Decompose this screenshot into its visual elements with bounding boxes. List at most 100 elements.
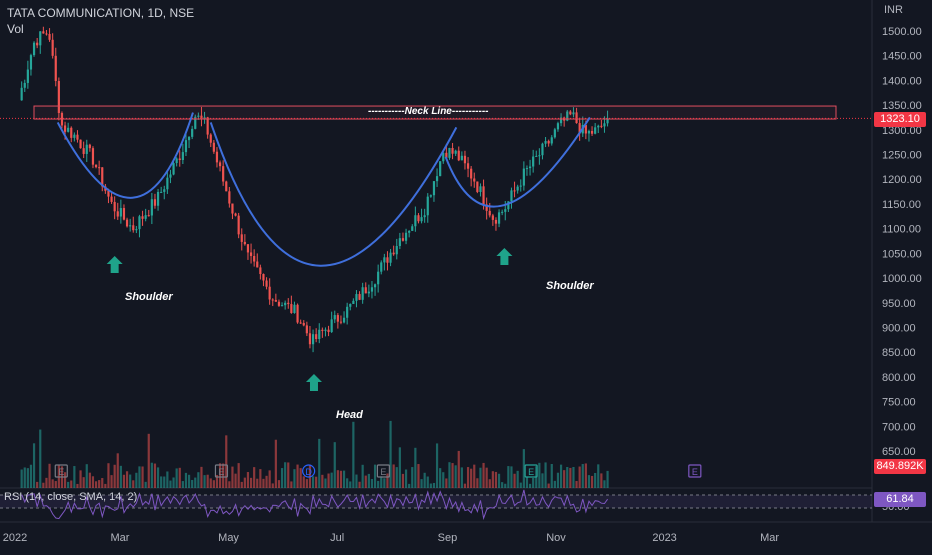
candle-body	[606, 118, 609, 124]
time-tick-label: Nov	[546, 532, 566, 544]
earnings-marker	[214, 464, 229, 478]
candle-body	[401, 238, 405, 241]
candle-body	[370, 287, 374, 292]
volume-bar	[491, 471, 494, 488]
candle-body	[296, 304, 299, 323]
event-marker-letter: E	[692, 467, 698, 477]
volume-bar	[327, 473, 330, 488]
candle-body	[51, 39, 54, 56]
price-tick-label: 1450.00	[882, 51, 922, 63]
rsi-line	[21, 489, 609, 521]
volume-bar	[132, 480, 135, 488]
candle-body	[181, 152, 184, 160]
candle-body	[172, 163, 175, 175]
candle-body	[23, 82, 26, 88]
price-tick-label: 650.00	[882, 446, 916, 458]
volume-bar	[94, 481, 98, 488]
chart-title: TATA COMMUNICATION, 1D, NSE	[7, 6, 195, 20]
candle-body	[528, 166, 532, 169]
volume-bar	[572, 466, 575, 488]
candle-body	[144, 215, 147, 219]
volume-bar	[426, 476, 429, 488]
candle-body	[445, 152, 448, 158]
price-tick-label: 900.00	[882, 322, 916, 334]
candle-body	[280, 305, 284, 307]
candle-body	[566, 111, 569, 121]
candle-body	[572, 112, 575, 115]
volume-bar	[39, 429, 42, 488]
candle-body	[358, 294, 361, 300]
volume-bar	[504, 483, 507, 488]
neck-line-label: -----------Neck Line-----------	[368, 106, 489, 117]
volume-bar	[265, 475, 268, 488]
volume-bar	[290, 481, 293, 488]
candle-body	[54, 55, 57, 82]
time-tick-label: 2023	[652, 532, 676, 544]
volume-bar	[547, 483, 550, 488]
volume-bar	[45, 477, 48, 488]
candle-body	[271, 299, 274, 301]
candle-body	[150, 199, 153, 216]
volume-bar	[494, 471, 498, 488]
volume-bar	[311, 476, 315, 488]
candle-body	[101, 167, 104, 187]
candle-body	[116, 211, 119, 217]
candle-body	[160, 191, 163, 193]
candle-body	[175, 158, 178, 164]
candle-body	[476, 181, 479, 192]
volume-bar	[513, 473, 516, 488]
candle-body	[147, 215, 150, 217]
candle-body	[234, 213, 237, 216]
candle-body	[519, 185, 522, 187]
earnings-marker	[688, 464, 702, 478]
volume-bar	[76, 483, 79, 488]
volume-bar	[299, 468, 302, 488]
candle-body	[532, 156, 535, 167]
volume-bar	[249, 477, 253, 488]
volume-bar	[91, 476, 95, 488]
dividend-marker	[302, 464, 316, 478]
candle-body	[442, 152, 445, 162]
volume-bar	[144, 481, 147, 488]
candle-body	[39, 31, 42, 46]
volume-bar	[342, 470, 346, 488]
candle-body	[513, 190, 516, 192]
volume-bar	[566, 466, 569, 488]
candle-body	[575, 112, 578, 124]
candle-body	[26, 69, 29, 83]
neck-line-box	[33, 105, 837, 120]
price-tick-label: 1150.00	[882, 199, 921, 211]
time-tick-label: 2022	[3, 532, 27, 544]
volume-bar	[48, 463, 51, 488]
candle-body	[470, 168, 473, 179]
volume-bar	[432, 482, 436, 488]
volume-bar	[392, 464, 395, 488]
currency-label: INR	[884, 4, 903, 16]
candle-body	[448, 147, 451, 158]
volume-bar	[445, 478, 448, 488]
candle-body	[293, 304, 296, 314]
volume-bar	[386, 473, 389, 488]
volume-bar	[191, 479, 194, 488]
volume-bar	[113, 464, 116, 488]
candle-body	[435, 176, 439, 182]
volume-bar	[575, 481, 578, 488]
candle-body	[315, 334, 318, 340]
candle-body	[237, 215, 240, 235]
candle-body	[231, 203, 234, 214]
candle-body	[36, 42, 39, 46]
volume-bar	[578, 466, 581, 488]
volume-bar	[262, 478, 265, 488]
volume-bar	[82, 477, 85, 488]
candle-body	[603, 123, 606, 127]
right-shoulder-curve	[444, 116, 591, 208]
volume-bar	[141, 466, 144, 488]
volume-bar	[70, 480, 73, 488]
volume-bar	[172, 477, 175, 488]
candle-body	[228, 191, 231, 204]
candle-body	[98, 167, 101, 169]
volume-bar	[485, 467, 488, 488]
volume-bar	[544, 462, 547, 488]
volume-bar	[395, 467, 398, 488]
